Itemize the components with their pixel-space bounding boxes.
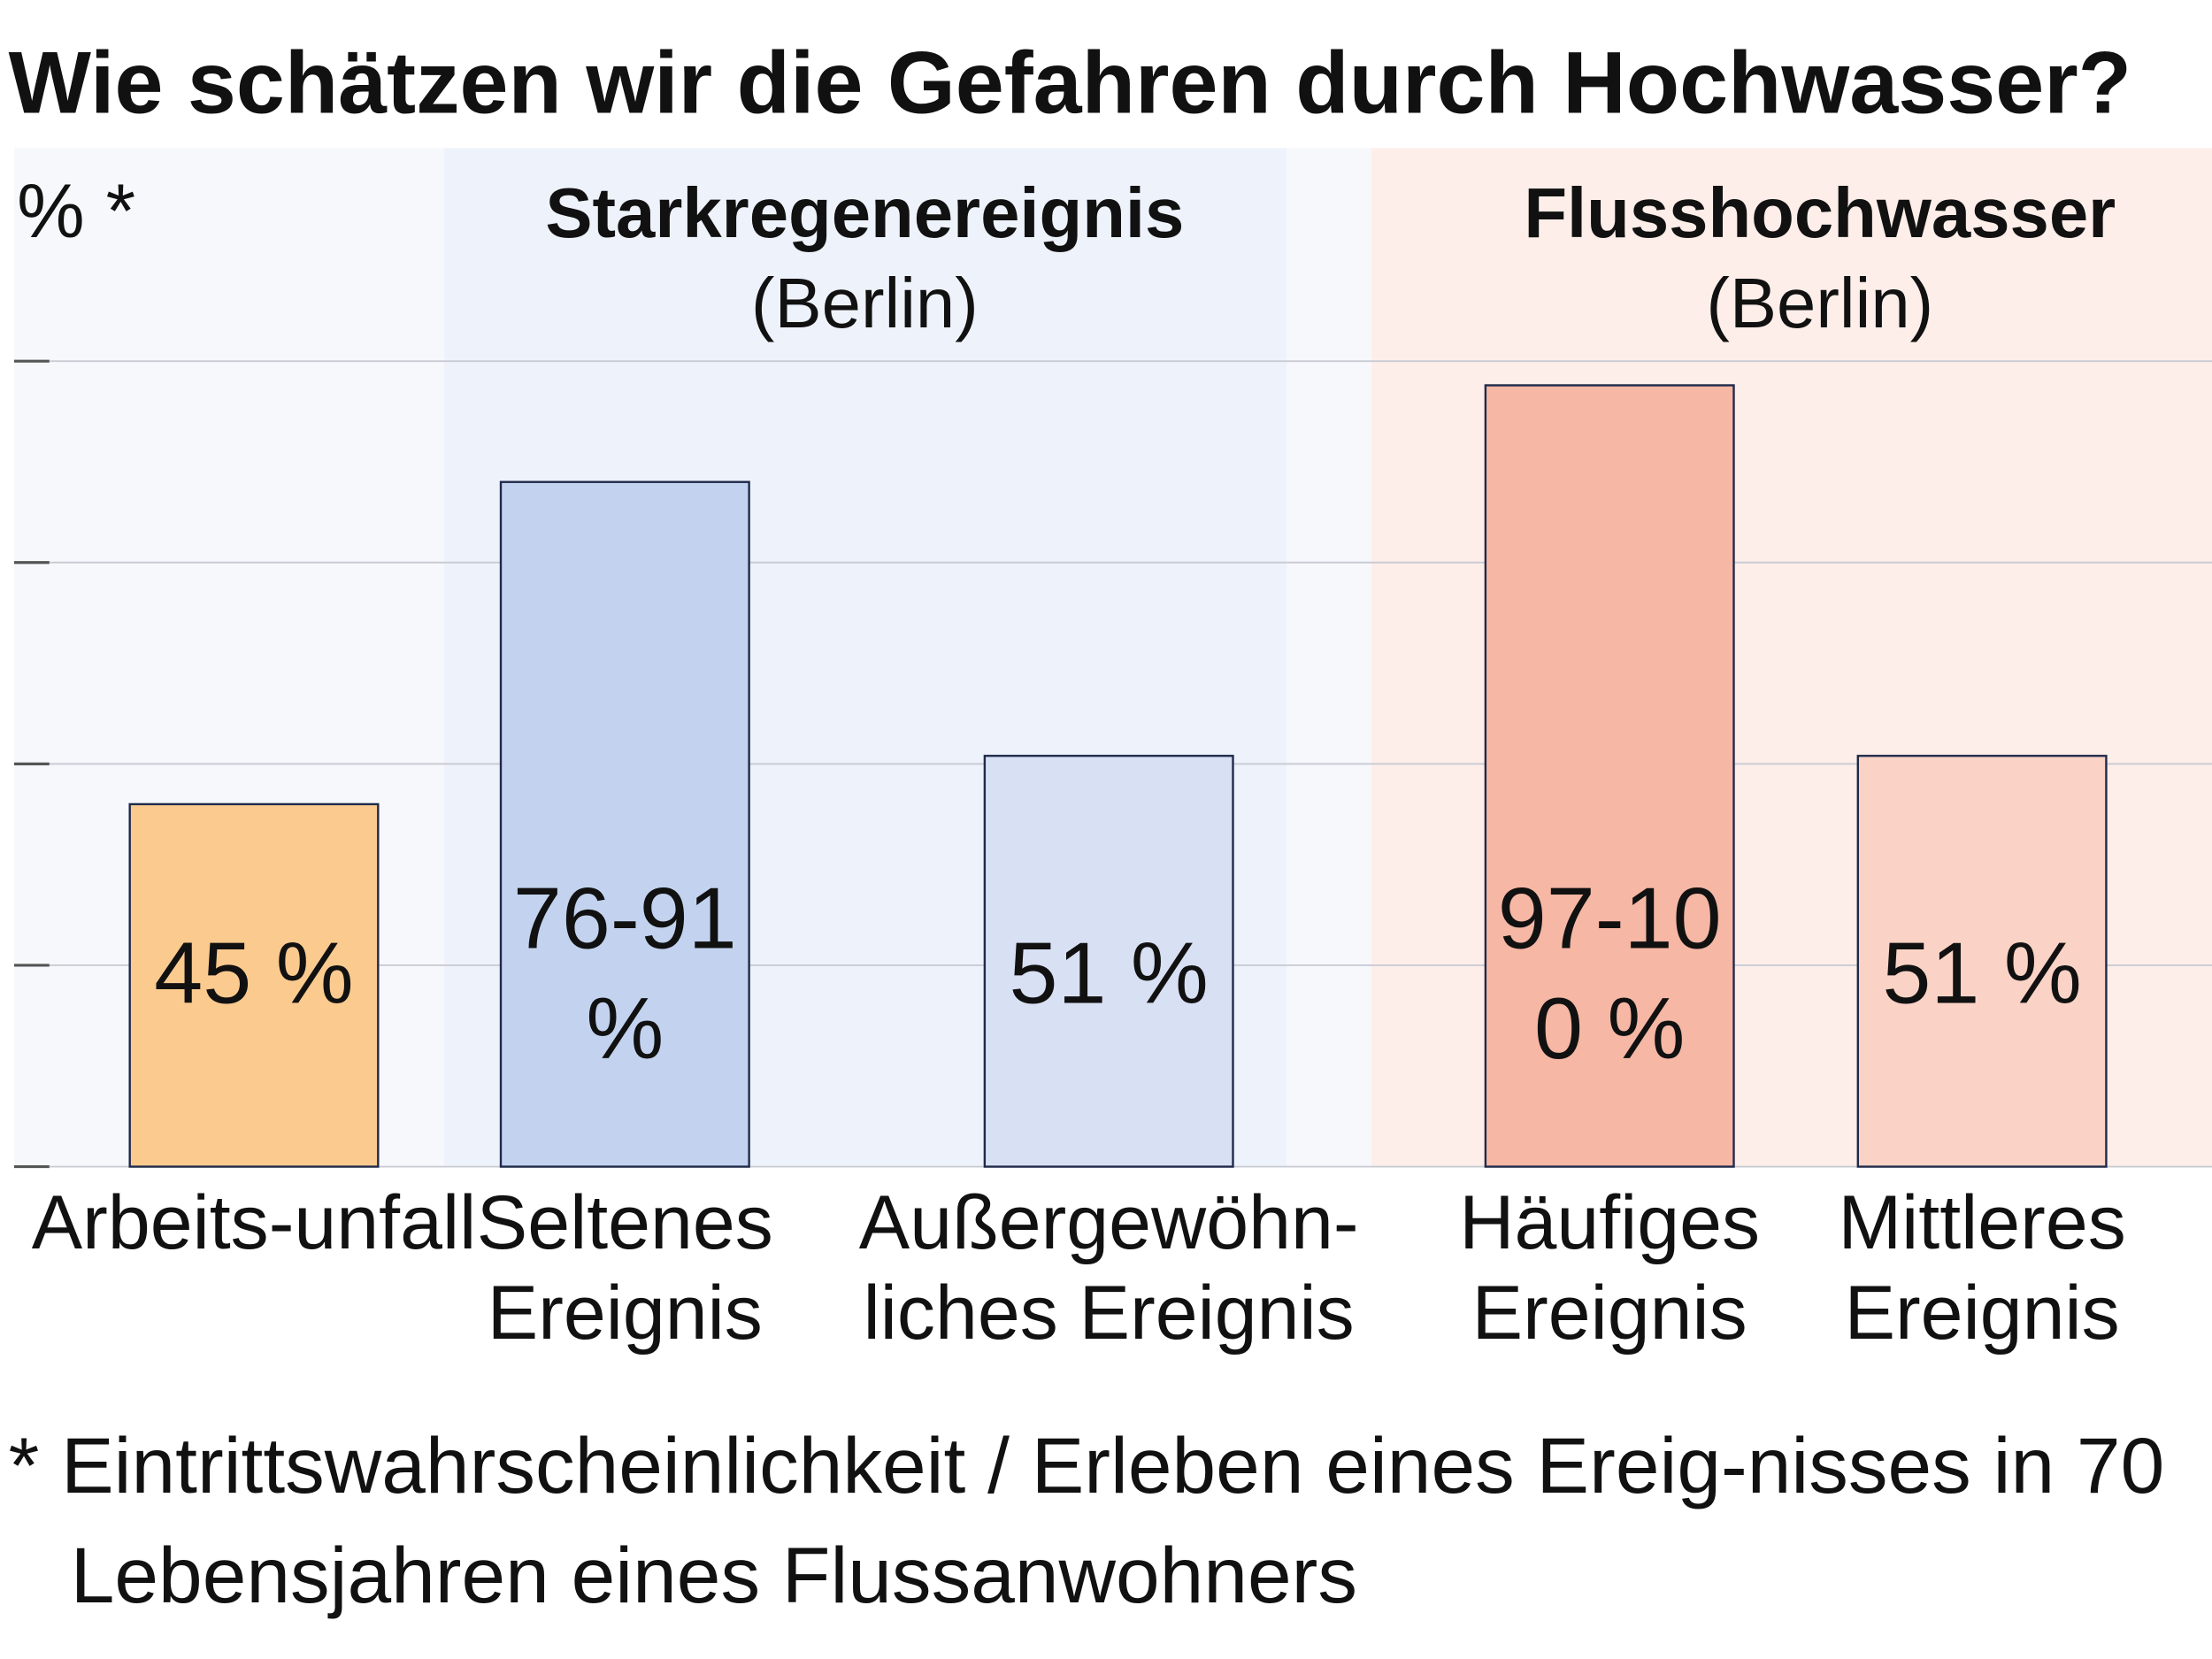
x-tick-label: Häufiges Ereignis bbox=[1459, 1180, 1761, 1356]
value-label: 97-100 % bbox=[1497, 870, 1722, 1079]
x-tick-label: Außergewöhn-liches Ereignis bbox=[858, 1180, 1359, 1356]
bar bbox=[983, 755, 1234, 1168]
x-tick-label: Arbeits-unfall bbox=[31, 1180, 477, 1266]
x-tick-label: Mittleres Ereignis bbox=[1838, 1180, 2126, 1356]
x-tick-label: Seltenes Ereignis bbox=[476, 1180, 773, 1356]
y-axis-label: % * bbox=[17, 169, 135, 254]
value-label: 51 % bbox=[1009, 925, 1209, 1023]
x-tick-label-box: Häufiges Ereignis bbox=[1459, 1180, 1761, 1356]
x-tick-label-box: Mittleres Ereignis bbox=[1838, 1180, 2126, 1356]
value-label: 51 % bbox=[1882, 925, 2082, 1023]
value-label-box: 97-100 % bbox=[1497, 870, 1722, 1079]
group-subtitle: (Berlin) bbox=[751, 264, 979, 342]
value-label: 76-91 % bbox=[512, 870, 737, 1079]
x-tick-label-box: Seltenes Ereignis bbox=[476, 1180, 773, 1356]
group-subtitle: (Berlin) bbox=[1706, 264, 1933, 342]
x-tick-label-box: Arbeits-unfall bbox=[31, 1180, 477, 1266]
value-label-box: 45 % bbox=[154, 925, 354, 1023]
value-label: 45 % bbox=[154, 925, 354, 1023]
group-title: Starkregenereignis bbox=[545, 173, 1184, 252]
x-tick-label-box: Außergewöhn-liches Ereignis bbox=[858, 1180, 1359, 1356]
footnote: * Eintrittswahrscheinlichkeit / Erleben … bbox=[8, 1420, 2165, 1620]
group-title: Flusshochwasser bbox=[1524, 173, 2116, 252]
bar bbox=[499, 480, 750, 1168]
bar bbox=[1484, 384, 1735, 1168]
bar bbox=[128, 803, 380, 1168]
value-label-box: 51 % bbox=[1882, 925, 2082, 1023]
value-label-box: 76-91 % bbox=[512, 870, 737, 1079]
chart-title: Wie schätzen wir die Gefahren durch Hoch… bbox=[9, 35, 2131, 132]
bar bbox=[1856, 755, 2108, 1168]
value-label-box: 51 % bbox=[1009, 925, 1209, 1023]
footnote-box: * Eintrittswahrscheinlichkeit / Erleben … bbox=[8, 1420, 2165, 1620]
